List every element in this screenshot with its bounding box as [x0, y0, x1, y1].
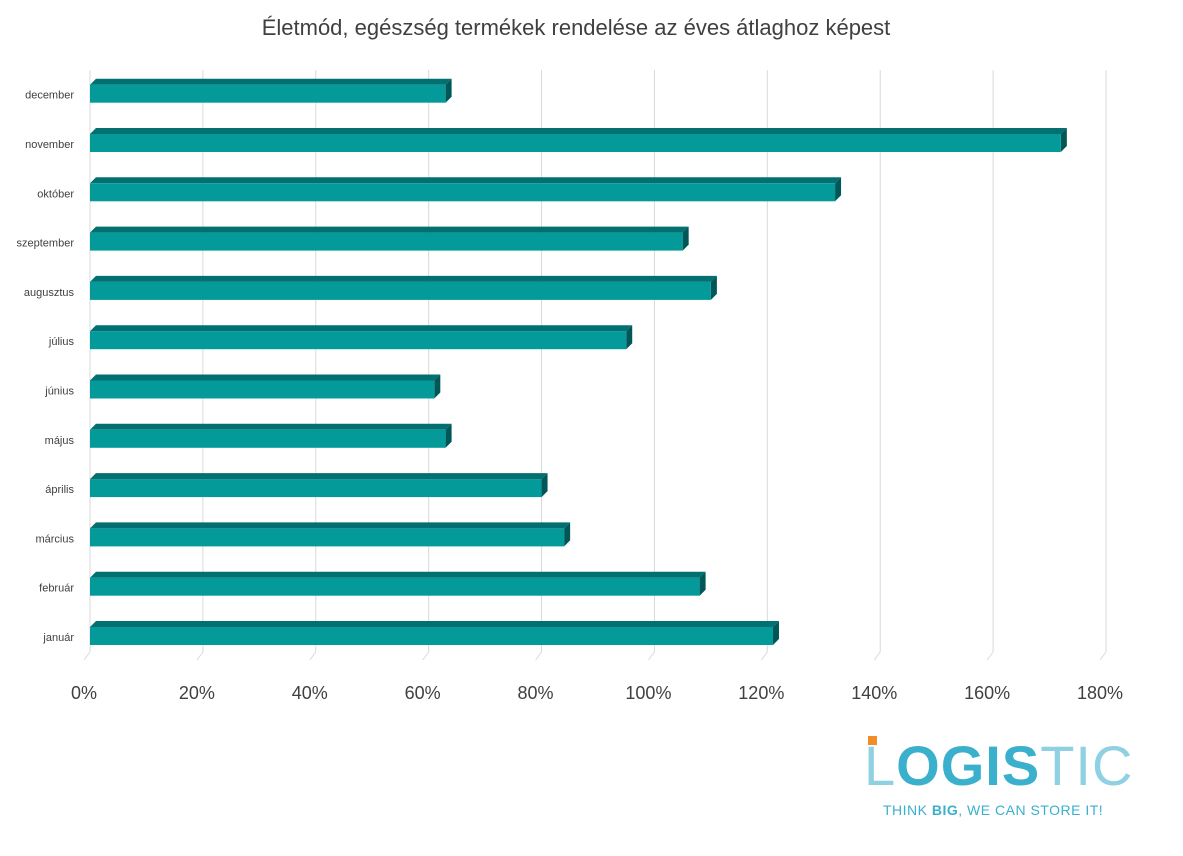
floor-gridline — [535, 651, 542, 661]
bar-top-face — [90, 177, 842, 184]
category-label: március — [35, 533, 74, 545]
category-label: február — [39, 583, 74, 595]
bar-top-face — [90, 275, 717, 282]
bar — [90, 78, 452, 103]
floor-gridline — [196, 651, 204, 661]
logo-letter-l: L — [864, 734, 896, 797]
floor-gridline — [83, 651, 91, 661]
bar — [90, 325, 633, 350]
category-label: június — [44, 386, 74, 398]
x-tick-label: 0% — [71, 683, 97, 703]
bar — [90, 128, 1067, 152]
bar — [90, 374, 441, 399]
bar — [90, 522, 571, 547]
logo-tagline-pre: THINK — [883, 802, 932, 818]
bar — [90, 423, 452, 448]
x-tick-label: 40% — [292, 683, 328, 703]
bar-front-face — [90, 134, 1061, 152]
chart-title: Életmód, egészség termékek rendelése az … — [262, 15, 891, 40]
bar-side-face — [445, 78, 452, 103]
bar-front-face — [90, 232, 683, 251]
bar-side-face — [835, 177, 842, 202]
x-tick-label: 180% — [1077, 683, 1123, 703]
bar-top-face — [90, 78, 452, 85]
logo-word-light: TIC — [1040, 734, 1133, 797]
bar-top-face — [90, 226, 689, 233]
logo-tagline-post: , WE CAN STORE IT! — [958, 802, 1103, 818]
bar-side-face — [541, 473, 548, 498]
floor-gridline — [309, 651, 317, 661]
bar — [90, 226, 689, 251]
bars — [90, 78, 1067, 645]
tick-labels: 0% 20% 40% 60% 80% 100% 120% 140% 160% 180% — [71, 683, 1123, 703]
category-label: szeptember — [17, 238, 75, 250]
bar-front-face — [90, 183, 836, 202]
floor-gridline — [1099, 651, 1107, 661]
grid — [83, 70, 1107, 661]
bar-side-face — [434, 374, 441, 399]
logo-word: LOGISTIC — [864, 734, 1133, 797]
bar-top-face — [90, 621, 779, 627]
bar-side-face — [699, 571, 706, 596]
bar-side-face — [445, 423, 452, 448]
bar-front-face — [90, 429, 446, 448]
bar — [90, 473, 548, 498]
x-tick-label: 80% — [518, 683, 554, 703]
floor-gridline — [422, 651, 430, 661]
logo-word-dark: OGIS — [896, 734, 1040, 797]
bar — [90, 621, 779, 645]
category-label: január — [42, 632, 74, 644]
logo-tagline-bold: BIG — [932, 802, 958, 818]
floor-gridline — [760, 651, 768, 661]
floor-gridline — [986, 651, 994, 661]
bar-side-face — [564, 522, 571, 547]
category-label: december — [25, 90, 74, 102]
bar — [90, 275, 717, 300]
floor-gridline — [648, 651, 655, 661]
logo-accent-square — [868, 736, 877, 745]
bar-front-face — [90, 528, 565, 547]
logo-tagline: THINK BIG, WE CAN STORE IT! — [883, 802, 1103, 818]
bar — [90, 177, 842, 202]
floor-gridline — [873, 651, 881, 661]
bar-top-face — [90, 325, 633, 332]
bar-side-face — [626, 325, 633, 350]
bar-front-face — [90, 479, 542, 498]
bar-front-face — [90, 84, 446, 103]
bar-top-face — [90, 522, 571, 529]
category-label: április — [45, 484, 74, 496]
category-label: július — [48, 336, 75, 348]
logo: LOGISTIC THINK BIG, WE CAN STORE IT! — [864, 734, 1133, 818]
category-label: augusztus — [24, 287, 75, 299]
bar-front-face — [90, 627, 773, 645]
x-tick-label: 160% — [964, 683, 1010, 703]
bar-top-face — [90, 473, 548, 480]
category-label: május — [45, 435, 75, 447]
bar-side-face — [710, 275, 717, 300]
bar-top-face — [90, 128, 1067, 134]
bar-front-face — [90, 577, 700, 596]
x-tick-label: 20% — [179, 683, 215, 703]
bar-front-face — [90, 331, 627, 350]
bar-side-face — [772, 621, 779, 645]
x-tick-label: 100% — [625, 683, 671, 703]
bar — [90, 571, 706, 596]
x-tick-label: 140% — [851, 683, 897, 703]
bar-top-face — [90, 423, 452, 430]
bar-side-face — [682, 226, 689, 251]
x-tick-label: 60% — [405, 683, 441, 703]
category-label: október — [37, 188, 74, 200]
x-tick-label: 120% — [738, 683, 784, 703]
bar-top-face — [90, 374, 441, 381]
category-labels: január február március április május június jú… — [17, 90, 75, 644]
bar-top-face — [90, 571, 706, 578]
bar-side-face — [1060, 128, 1067, 152]
bar-front-face — [90, 281, 711, 300]
category-label: november — [25, 139, 74, 151]
bar-front-face — [90, 380, 435, 399]
